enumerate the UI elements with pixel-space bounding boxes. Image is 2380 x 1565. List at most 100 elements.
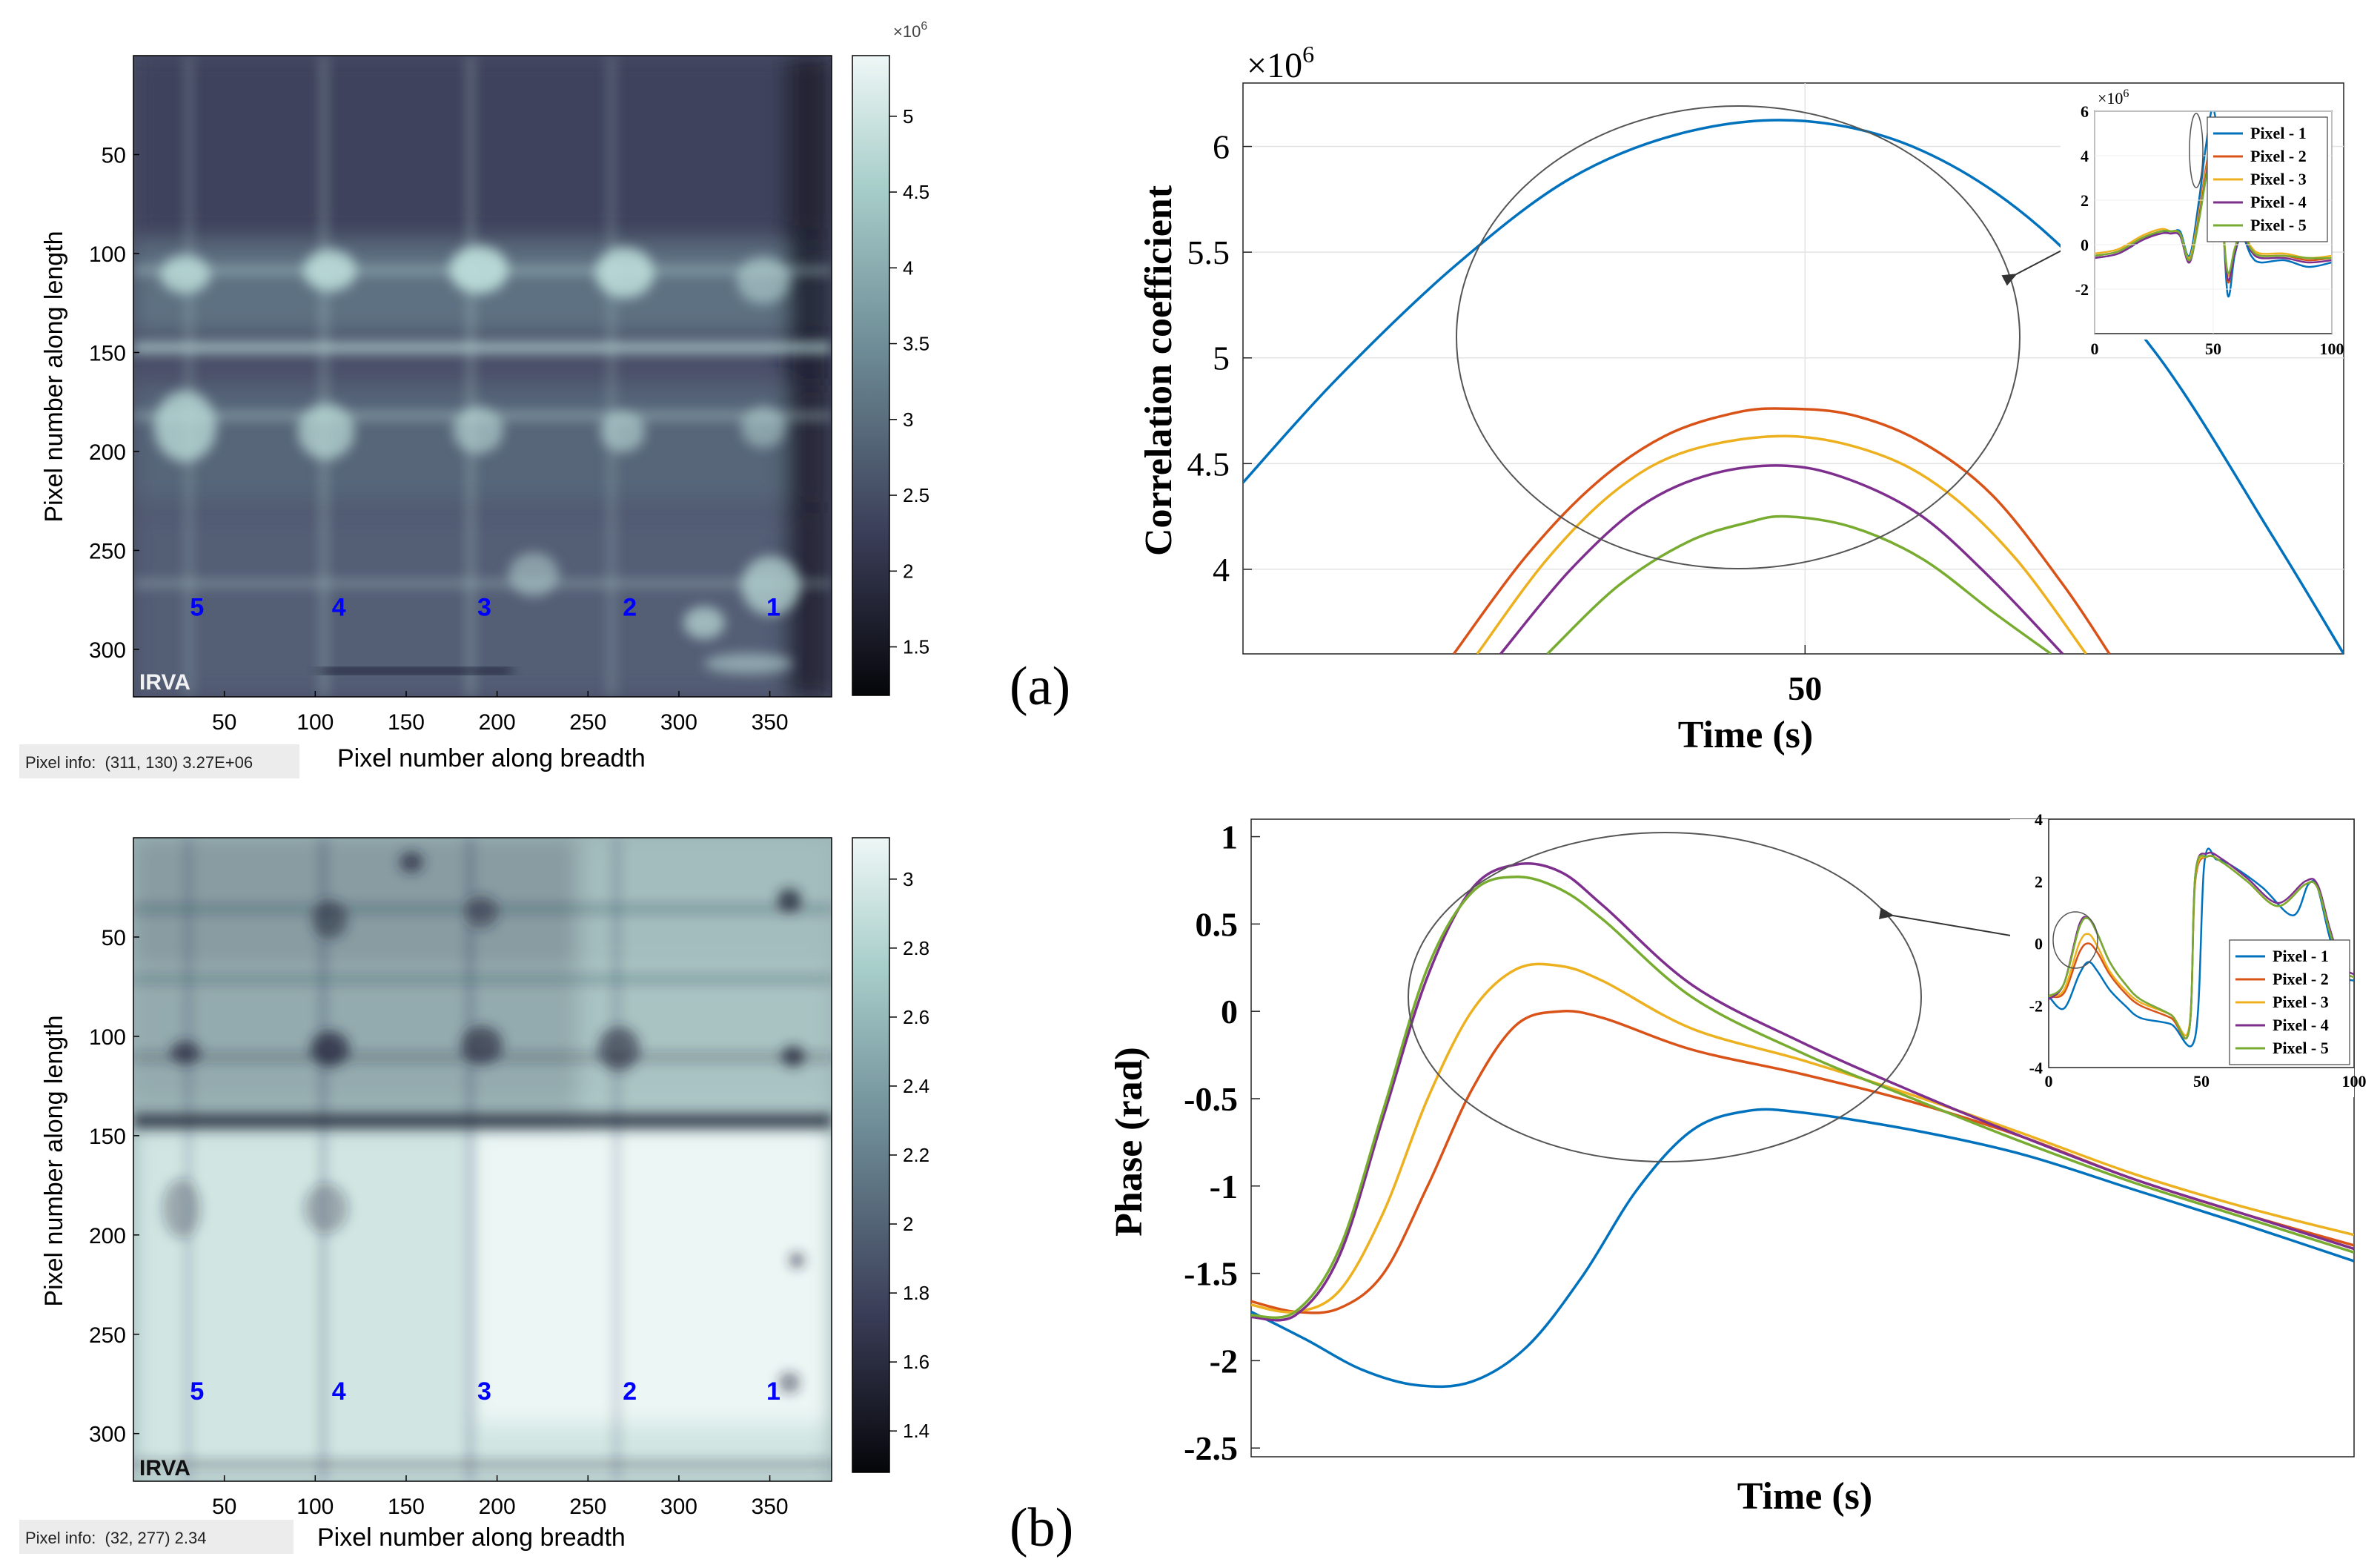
inset-ytick-label: 6: [2081, 102, 2089, 121]
colorbar-label: 2.4: [903, 1075, 929, 1097]
colorbar-label: 1.4: [903, 1420, 929, 1442]
ytick-label: -0.5: [1184, 1080, 1238, 1118]
thermogram-b-frame: [133, 837, 832, 1482]
colorbar-label: 2: [903, 560, 913, 582]
ytick-label: 100: [89, 242, 126, 267]
ytick-label: 5: [1213, 340, 1230, 377]
panel-label-a: (a): [1010, 656, 1070, 717]
colorbar-label: 2.8: [903, 937, 929, 959]
chart-a-ylabel: Correlation coefficient: [1138, 185, 1180, 556]
inset-ytick-label: 0: [2035, 935, 2043, 953]
ytick-label: 0: [1221, 993, 1238, 1030]
thermogram-a-irva-label: IRVA: [139, 670, 190, 695]
thermogram-b-irva-label: IRVA: [139, 1456, 190, 1480]
chart-b-ylabel: Phase (rad): [1108, 1047, 1150, 1237]
inset-ytick-label: 0: [2081, 236, 2089, 254]
square-marker-1: 1: [766, 1377, 780, 1406]
colorbar-label: 2: [903, 1213, 913, 1235]
chart-a-yticks: 4 4.5 5 5.5 6: [1187, 128, 1252, 589]
chart-a-line-pixel-3: [1476, 434, 2087, 654]
xtick-label: 150: [388, 1495, 425, 1519]
chart-a-series: [1243, 119, 2344, 654]
colorbar-label: 3: [903, 408, 913, 431]
chart-a-xticks: 50: [1788, 645, 1822, 707]
thermogram-b-ylabel: Pixel number along length: [40, 1015, 68, 1306]
xtick-label: 100: [296, 1495, 334, 1519]
chart-b-line-pixel-1: [1251, 1108, 2354, 1389]
xtick-label: 350: [752, 710, 789, 735]
colorbar-a-ticks: 5 4.5 4 3.5 3 2.5 2 1.5: [889, 105, 929, 658]
colorbar-a: [852, 55, 890, 696]
legend-entry: Pixel - 4: [2273, 1016, 2329, 1034]
legend-entry: Pixel - 5: [2250, 216, 2307, 234]
chart-b-line-pixel-4: [1251, 862, 2354, 1322]
legend-entry: Pixel - 2: [2250, 147, 2307, 165]
chart-a-inset-legend: Pixel - 1 Pixel - 2 Pixel - 3 Pixel - 4 Pixe…: [2207, 116, 2328, 242]
xtick-label: 350: [752, 1495, 789, 1519]
xtick-label: 150: [388, 710, 425, 735]
ytick-label: 1: [1221, 818, 1238, 856]
colorbar-label: 4: [903, 257, 913, 279]
chart-b: -2.5 -2 -1.5 -1 -0.5 0 0.5 1 Phase (rad) Time (…: [1108, 810, 2367, 1518]
xtick-label: 300: [660, 1495, 697, 1519]
legend-entry: Pixel - 3: [2273, 993, 2329, 1011]
legend-entry: Pixel - 4: [2250, 193, 2307, 211]
ytick-label: -1.5: [1184, 1255, 1238, 1293]
thermogram-b-image: [133, 838, 832, 1481]
ytick-label: 250: [89, 1323, 126, 1348]
square-marker-2: 2: [623, 594, 637, 622]
thermogram-b-xticks: 50 100 150 200 250 300 350: [212, 1475, 789, 1519]
thermogram-a-image: [133, 56, 832, 697]
thermogram-a-ylabel: Pixel number along length: [40, 231, 68, 522]
inset-ytick-label: -4: [2029, 1059, 2043, 1077]
chart-b-xlabel: Time (s): [1737, 1475, 1872, 1518]
chart-a-line-pixel-4: [1499, 464, 2064, 654]
colorbar-label: 5: [903, 105, 913, 128]
colorbar-label: 1.5: [903, 636, 929, 658]
square-marker-3: 3: [477, 1377, 491, 1406]
thermogram-b: 50 100 150 200 250 300 50 100 150 200 250 300 350 P…: [19, 837, 929, 1554]
xtick-label: 200: [479, 710, 516, 735]
inset-xtick-label: 100: [2320, 340, 2344, 358]
ytick-label: 300: [89, 638, 126, 663]
ytick-label: 150: [89, 341, 126, 365]
colorbar-label: 4.5: [903, 181, 929, 203]
ytick-label: 250: [89, 539, 126, 563]
ytick-label: 0.5: [1196, 905, 1239, 943]
square-marker-5: 5: [190, 594, 204, 622]
ytick-label: 200: [89, 440, 126, 465]
square-marker-4: 4: [332, 1377, 346, 1406]
thermogram-b-markers: 5 4 3 2 1: [190, 1377, 780, 1406]
thermogram-a: 50 100 150 200 250 300 50 100 150 200 250 300 350 P…: [19, 20, 929, 778]
colorbar-b: [852, 837, 890, 1473]
thermogram-a-xlabel: Pixel number along breadth: [337, 744, 646, 772]
chart-b-inset-legend: Pixel - 1 Pixel - 2 Pixel - 3 Pixel - 4 Pixe…: [2229, 939, 2350, 1065]
panel-label-b: (b): [1010, 1498, 1073, 1558]
xtick-label: 100: [296, 710, 334, 735]
pixel-info-a: Pixel info: (311, 130) 3.27E+06: [25, 753, 253, 772]
legend-entry: Pixel - 1: [2250, 124, 2307, 142]
chart-b-yticks: -2.5 -2 -1.5 -1 -0.5 0 0.5 1: [1184, 818, 1260, 1467]
inset-ytick-label: 2: [2081, 191, 2089, 210]
colorbar-label: 2.5: [903, 484, 929, 506]
chart-b-inset-ellipse: [2052, 911, 2098, 969]
thermogram-a-markers: 5 4 3 2 1: [190, 594, 780, 622]
colorbar-b-ticks: 3 2.8 2.6 2.4 2.2 2 1.8 1.6 1.4: [889, 868, 929, 1442]
colorbar-label: 1.6: [903, 1351, 929, 1373]
pixel-info-box-a: [19, 744, 299, 778]
legend-entry: Pixel - 1: [2273, 947, 2329, 965]
colorbar-label: 2.6: [903, 1006, 929, 1028]
ytick-label: 150: [89, 1125, 126, 1149]
ytick-label: 4: [1213, 551, 1230, 589]
thermogram-b-yticks: 50 100 150 200 250 300: [89, 926, 139, 1447]
ytick-label: 50: [102, 143, 126, 168]
chart-a-line-pixel-2: [1452, 407, 2111, 654]
square-marker-1: 1: [766, 594, 780, 622]
chart-a-zoom-ellipse: [1456, 105, 2021, 569]
thermogram-a-yticks: 50 100 150 200 250 300: [89, 143, 139, 663]
inset-xtick-label: 100: [2342, 1072, 2367, 1091]
legend-entry: Pixel - 5: [2273, 1039, 2329, 1057]
ytick-label: -2: [1210, 1342, 1238, 1380]
